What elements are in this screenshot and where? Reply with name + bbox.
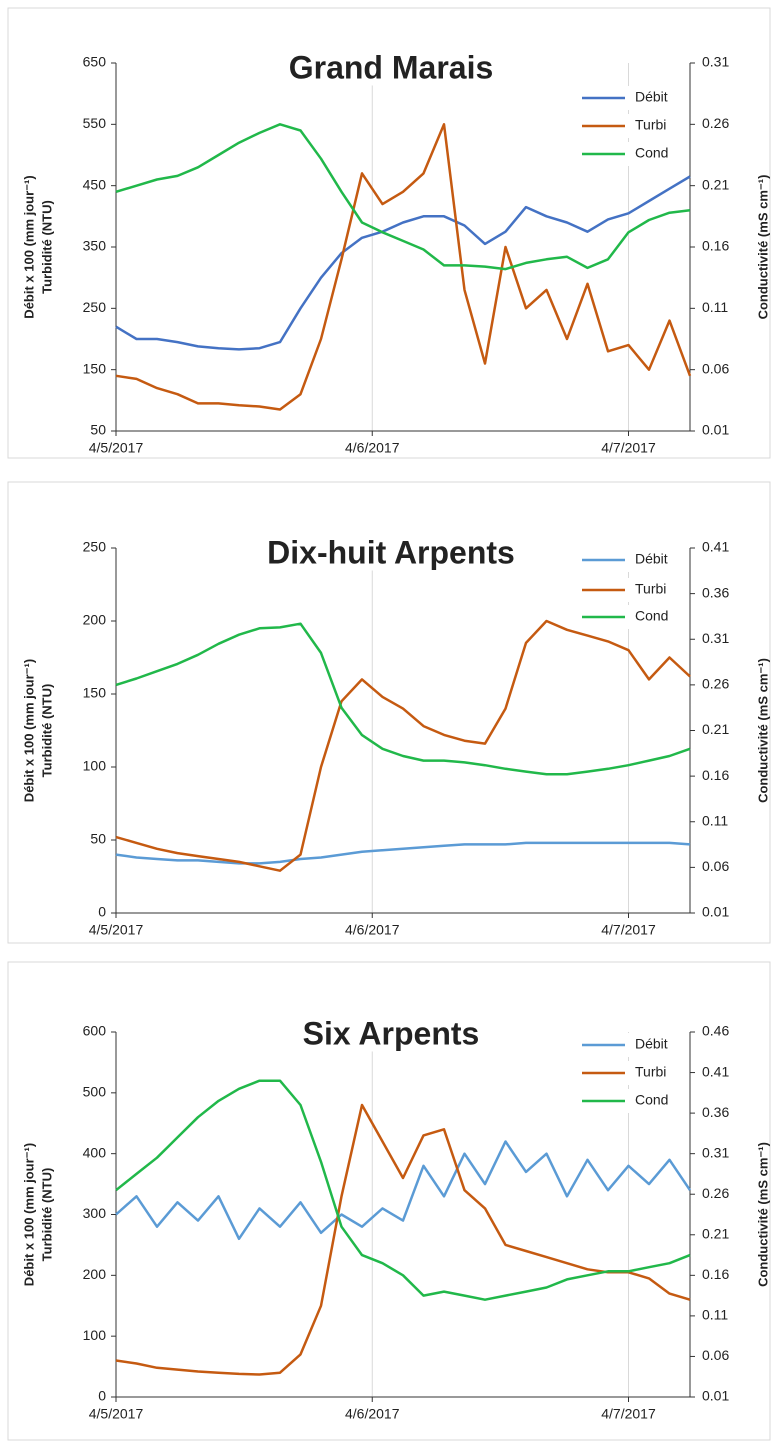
y-tick-label: 0 — [98, 904, 106, 920]
series-line — [115, 175, 691, 351]
y2-tick-label: 0.01 — [702, 904, 729, 920]
x-tick-label: 4/6/2017 — [345, 440, 400, 456]
chart-title: Dix-huit Arpents — [267, 534, 515, 570]
panel-border — [7, 481, 771, 944]
y2-tick-label: 0.11 — [702, 299, 728, 315]
y-tick-label: 550 — [83, 115, 107, 131]
y2-tick-label: 0.11 — [702, 1307, 728, 1323]
y2-tick-label: 0.41 — [702, 1063, 729, 1079]
legend-label: Turbi — [635, 581, 666, 597]
y2-tick-label: 0.26 — [702, 676, 729, 692]
y-tick-label: 450 — [83, 176, 107, 192]
y2-tick-label: 0.06 — [702, 858, 729, 874]
y2-tick-label: 0.11 — [702, 812, 728, 828]
legend-label: Cond — [635, 1092, 668, 1108]
y-axis-label: Turbidité (NTU) — [39, 684, 54, 778]
y2-tick-label: 0.01 — [702, 1388, 729, 1404]
y2-tick-label: 0.16 — [702, 238, 729, 254]
x-tick-label: 4/6/2017 — [345, 922, 400, 938]
series-line — [115, 1079, 691, 1301]
y-tick-label: 100 — [83, 1327, 107, 1343]
y-tick-label: 250 — [83, 539, 107, 555]
x-tick-label: 4/7/2017 — [601, 440, 656, 456]
y-tick-label: 150 — [83, 685, 107, 701]
y-tick-label: 300 — [83, 1205, 107, 1221]
y2-tick-label: 0.21 — [702, 176, 729, 192]
legend-label: Débit — [635, 1036, 668, 1052]
y-tick-label: 150 — [83, 360, 107, 376]
y2-axis-label: Conductivité (mS cm⁻¹) — [755, 658, 770, 803]
y2-tick-label: 0.31 — [702, 1144, 729, 1160]
series-line — [115, 622, 691, 776]
y2-tick-label: 0.06 — [702, 1347, 729, 1363]
chart-title: Six Arpents — [303, 1015, 480, 1051]
title-background — [257, 534, 525, 571]
series-line — [115, 1140, 692, 1241]
x-tick-label: 4/6/2017 — [345, 1406, 400, 1422]
y-tick-label: 400 — [83, 1144, 107, 1160]
y-tick-label: 100 — [83, 758, 107, 774]
y2-tick-label: 0.16 — [702, 1266, 729, 1282]
y2-axis-label: Conductivité (mS cm⁻¹) — [755, 175, 770, 320]
y-tick-label: 650 — [83, 54, 107, 70]
y2-axis-label: Conductivité (mS cm⁻¹) — [755, 1142, 770, 1287]
y-tick-label: 250 — [83, 299, 107, 315]
series-line — [115, 123, 691, 271]
legend-label: Débit — [635, 551, 668, 567]
y2-tick-label: 0.16 — [702, 767, 729, 783]
y-axis-label: Débit x 100 (mm jour⁻¹) — [21, 659, 36, 802]
y2-tick-label: 0.36 — [702, 584, 729, 600]
y2-tick-label: 0.46 — [702, 1023, 729, 1039]
chart-title: Grand Marais — [289, 49, 494, 85]
y-axis-label: Débit x 100 (mm jour⁻¹) — [21, 1143, 36, 1286]
y-tick-label: 600 — [83, 1023, 107, 1039]
y-tick-label: 50 — [90, 422, 106, 438]
y2-tick-label: 0.26 — [702, 1185, 729, 1201]
y-axis-label: Turbidité (NTU) — [39, 200, 54, 294]
title-background — [278, 49, 504, 86]
y2-tick-label: 0.31 — [702, 630, 729, 646]
series-line — [115, 619, 691, 872]
y-tick-label: 500 — [83, 1084, 107, 1100]
y-tick-label: 200 — [83, 1266, 107, 1282]
y-tick-label: 50 — [90, 831, 106, 847]
y2-tick-label: 0.21 — [702, 721, 729, 737]
y2-tick-label: 0.36 — [702, 1104, 729, 1120]
y2-tick-label: 0.26 — [702, 115, 729, 131]
legend-label: Débit — [635, 89, 668, 105]
y2-tick-label: 0.21 — [702, 1225, 729, 1241]
series-line — [115, 1103, 691, 1376]
y2-tick-label: 0.41 — [702, 539, 729, 555]
series-line — [115, 841, 691, 865]
y-tick-label: 350 — [83, 238, 107, 254]
x-tick-label: 4/5/2017 — [89, 1406, 144, 1422]
x-tick-label: 4/5/2017 — [89, 922, 144, 938]
panel-border — [7, 7, 771, 459]
x-tick-label: 4/7/2017 — [601, 1406, 656, 1422]
x-tick-label: 4/5/2017 — [89, 440, 144, 456]
title-background — [292, 1015, 490, 1052]
y-tick-label: 0 — [98, 1388, 106, 1404]
panel-border — [7, 961, 771, 1441]
y-axis-label: Turbidité (NTU) — [39, 1168, 54, 1262]
y-tick-label: 200 — [83, 612, 107, 628]
series-line — [115, 123, 692, 411]
legend-label: Cond — [635, 608, 668, 624]
y2-tick-label: 0.01 — [702, 422, 729, 438]
y-axis-label: Débit x 100 (mm jour⁻¹) — [21, 175, 36, 318]
legend-label: Cond — [635, 145, 668, 161]
y2-tick-label: 0.31 — [702, 54, 729, 70]
x-tick-label: 4/7/2017 — [601, 922, 656, 938]
y2-tick-label: 0.06 — [702, 360, 729, 376]
legend-label: Turbi — [635, 1064, 666, 1080]
legend-label: Turbi — [635, 117, 666, 133]
